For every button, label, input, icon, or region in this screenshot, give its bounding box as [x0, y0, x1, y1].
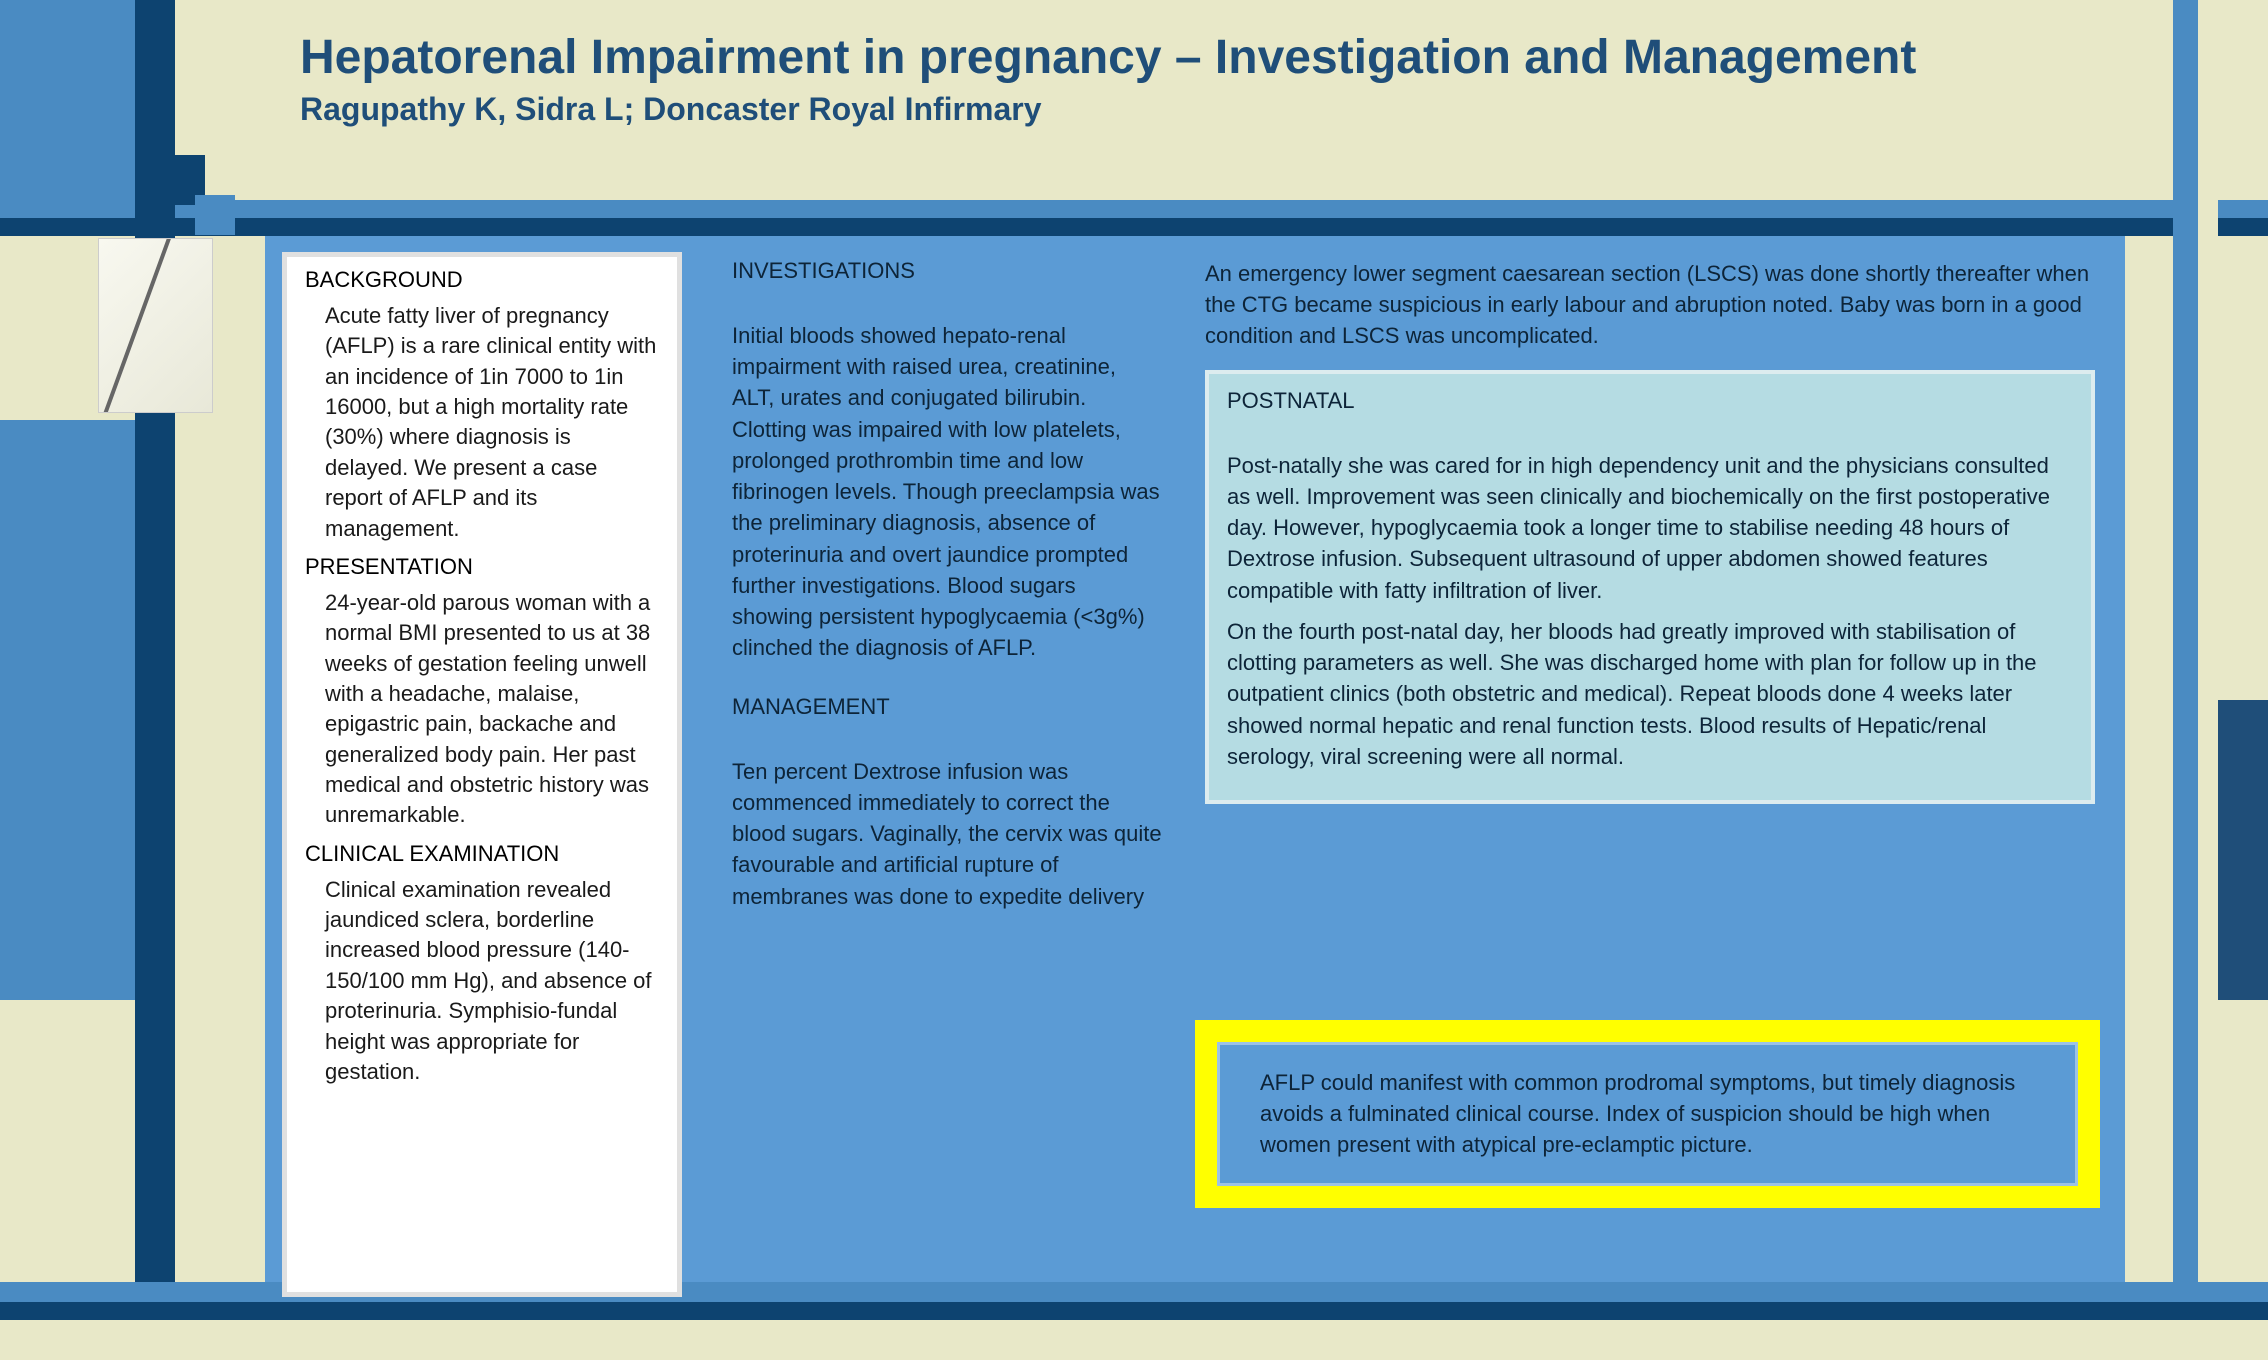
col3-intro-text: An emergency lower segment caesarean sec…: [1205, 258, 2095, 352]
management-text: Ten percent Dextrose infusion was commen…: [732, 756, 1162, 912]
bg-horiz-blue: [0, 200, 2268, 220]
decor-square-blue: [195, 195, 235, 235]
postnatal-p1: Post-natally she was cared for in high d…: [1227, 450, 2073, 606]
conclusion-box-outer: AFLP could manifest with common prodroma…: [1195, 1020, 2100, 1208]
poster-authors: Ragupathy K, Sidra L; Doncaster Royal In…: [300, 91, 2000, 128]
bg-bottom-cream: [0, 1320, 2268, 1360]
conclusion-box-inner: AFLP could manifest with common prodroma…: [1217, 1042, 2078, 1186]
clinical-text: Clinical examination revealed jaundiced …: [305, 875, 659, 1088]
management-heading: MANAGEMENT: [732, 694, 1162, 720]
background-heading: BACKGROUND: [305, 267, 659, 293]
header: Hepatorenal Impairment in pregnancy – In…: [300, 30, 2000, 128]
postnatal-p2: On the fourth post-natal day, her bloods…: [1227, 616, 2073, 772]
column-2: INVESTIGATIONS Initial bloods showed hep…: [732, 258, 1162, 912]
dna-decorative-image: [98, 238, 213, 413]
poster-title: Hepatorenal Impairment in pregnancy – In…: [300, 30, 2000, 85]
investigations-text: Initial bloods showed hepato-renal impai…: [732, 320, 1162, 664]
postnatal-box: POSTNATAL Post-natally she was cared for…: [1205, 370, 2095, 804]
postnatal-heading: POSTNATAL: [1227, 388, 2073, 414]
bg-right-stripe-blue: [2173, 0, 2198, 1360]
bg-right-stripe-cream: [2198, 0, 2218, 1360]
presentation-heading: PRESENTATION: [305, 554, 659, 580]
background-text: Acute fatty liver of pregnancy (AFLP) is…: [305, 301, 659, 544]
bg-horiz-dark: [0, 218, 2268, 236]
column-3: An emergency lower segment caesarean sec…: [1205, 258, 2095, 804]
conclusion-text: AFLP could manifest with common prodroma…: [1260, 1067, 2035, 1161]
presentation-text: 24-year-old parous woman with a normal B…: [305, 588, 659, 831]
column-1-box: BACKGROUND Acute fatty liver of pregnanc…: [282, 252, 682, 1297]
bg-left-lower-blue: [0, 420, 135, 1000]
bg-bottom-dark: [0, 1302, 2268, 1320]
investigations-heading: INVESTIGATIONS: [732, 258, 1162, 284]
clinical-heading: CLINICAL EXAMINATION: [305, 841, 659, 867]
